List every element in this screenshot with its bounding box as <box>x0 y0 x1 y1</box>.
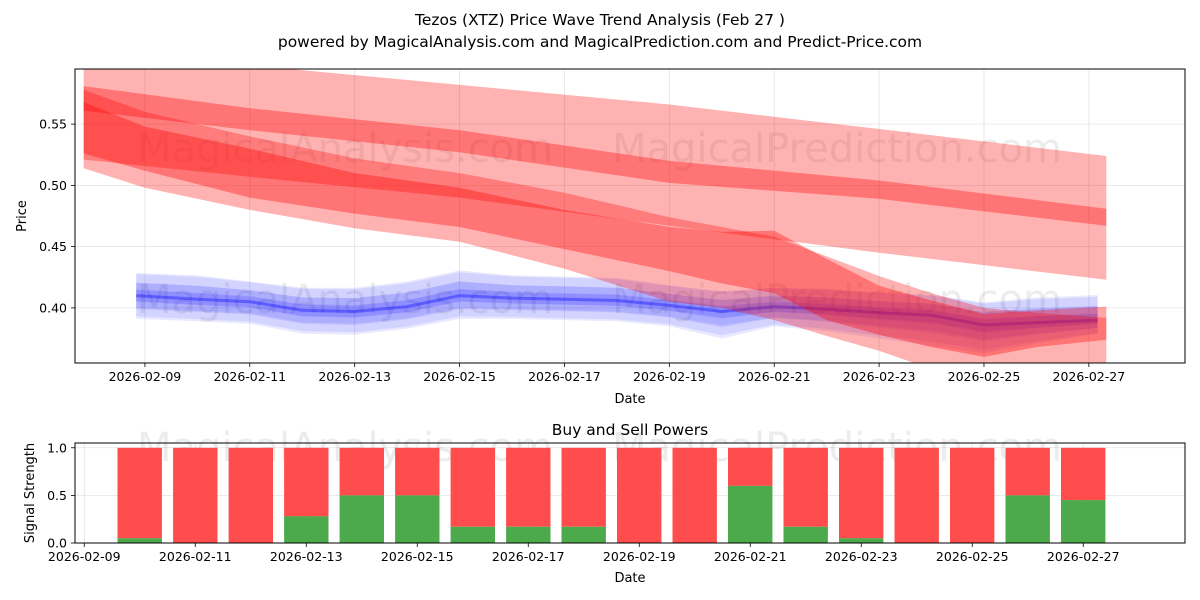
historical-band-layer <box>136 281 1098 340</box>
historical-band-layer <box>136 272 1098 350</box>
historical-band-layer <box>136 281 1098 342</box>
chart-title: Tezos (XTZ) Price Wave Trend Analysis (F… <box>414 11 785 29</box>
buy-power-bar <box>783 526 828 543</box>
price-x-tick-label: 2026-02-11 <box>213 369 286 384</box>
sell-power-bar <box>728 447 773 486</box>
buy-power-bar <box>450 526 495 543</box>
price-x-tick-label: 2026-02-13 <box>318 369 391 384</box>
sell-power-bar <box>228 447 273 543</box>
watermark: MagicalAnalysis.com <box>137 126 553 172</box>
signal-y-tick-label: 0.0 <box>47 536 67 551</box>
price-y-axis-label: Price <box>15 200 30 232</box>
price-axes-frame <box>74 68 1186 364</box>
historical-band-layer <box>136 289 1098 333</box>
sell-power-bar <box>339 447 384 496</box>
sell-power-bar <box>450 447 495 527</box>
trend-outer-band <box>83 69 1107 280</box>
sell-power-bar <box>395 447 440 496</box>
signal-x-ticks: 2026-02-09 2026-02-11 2026-02-13 2026-02-15… <box>48 543 1120 564</box>
buy-power-bar <box>1061 500 1106 543</box>
upper-trend-band <box>83 69 1107 280</box>
historical-band-layer <box>136 270 1098 354</box>
price-y-ticks: 0.40 0.45 0.50 0.55 <box>39 117 75 315</box>
sell-power-bar <box>894 447 939 543</box>
historical-price-band <box>136 270 1098 354</box>
chart-subtitle: powered by MagicalAnalysis.com and Magic… <box>278 33 922 51</box>
signal-x-tick-label: 2026-02-13 <box>270 549 343 564</box>
signal-y-axis-label: Signal Strength <box>23 443 38 543</box>
trend-inner-band <box>83 102 1107 357</box>
lower-trend-band <box>83 89 1107 363</box>
buy-power-bar <box>839 538 884 543</box>
watermark: MagicalPrediction.com <box>612 277 1062 323</box>
watermark: MagicalAnalysis.com <box>137 277 553 323</box>
signal-y-ticks: 0.0 0.5 1.0 <box>47 440 75 551</box>
sell-power-bar <box>1005 447 1050 496</box>
buy-power-bar <box>339 495 384 543</box>
price-x-tick-label: 2026-02-09 <box>109 369 182 384</box>
signal-x-tick-label: 2026-02-11 <box>159 549 232 564</box>
signal-x-tick-label: 2026-02-19 <box>603 549 676 564</box>
signal-y-tick-label: 0.5 <box>47 488 67 503</box>
price-grid <box>75 69 1185 363</box>
buy-power-bar <box>117 538 162 543</box>
sell-power-bar <box>117 447 162 539</box>
price-x-axis-label: Date <box>614 392 645 407</box>
signal-panel: Buy and Sell Powers MagicalAnalysis.com … <box>23 421 1186 586</box>
signal-x-tick-label: 2026-02-21 <box>714 549 787 564</box>
price-x-tick-label: 2026-02-15 <box>423 369 496 384</box>
price-x-tick-label: 2026-02-27 <box>1053 369 1126 384</box>
signal-y-tick-label: 1.0 <box>47 440 67 455</box>
sell-power-bar <box>839 447 884 539</box>
price-x-tick-label: 2026-02-23 <box>843 369 916 384</box>
watermark: MagicalPrediction.com <box>612 126 1062 172</box>
price-plot-area <box>83 69 1107 363</box>
trend-outer-band <box>83 89 1107 363</box>
signal-x-tick-label: 2026-02-23 <box>825 549 898 564</box>
historical-band-layer <box>136 288 1098 332</box>
price-y-tick-label: 0.40 <box>39 300 67 315</box>
sell-power-bar <box>1061 447 1106 501</box>
historical-center-line <box>136 294 1098 327</box>
price-x-ticks: 2026-02-09 2026-02-11 2026-02-13 2026-02-15… <box>109 363 1126 384</box>
price-x-tick-label: 2026-02-21 <box>738 369 811 384</box>
buy-power-bar <box>284 516 329 543</box>
signal-axes-frame <box>74 442 1186 544</box>
signal-x-tick-label: 2026-02-15 <box>381 549 454 564</box>
price-y-tick-label: 0.55 <box>39 117 67 132</box>
price-y-tick-label: 0.45 <box>39 239 67 254</box>
buy-power-bar <box>561 526 606 543</box>
sell-power-bar <box>284 447 329 517</box>
signal-plot-area <box>117 447 1106 543</box>
sell-power-bar <box>561 447 606 527</box>
sell-power-bar <box>173 447 218 543</box>
signal-chart-title: Buy and Sell Powers <box>552 421 709 439</box>
buy-power-bar <box>1005 495 1050 543</box>
buy-power-bar <box>728 485 773 543</box>
buy-power-bar <box>506 526 551 543</box>
sell-power-bar <box>672 447 717 543</box>
price-x-tick-label: 2026-02-17 <box>528 369 601 384</box>
signal-x-tick-label: 2026-02-27 <box>1047 549 1120 564</box>
price-panel: MagicalAnalysis.com MagicalPrediction.co… <box>15 68 1186 407</box>
price-y-tick-label: 0.50 <box>39 178 67 193</box>
sell-power-bar <box>783 447 828 527</box>
signal-x-tick-label: 2026-02-17 <box>492 549 565 564</box>
trend-inner-band <box>83 86 1107 226</box>
signal-x-tick-label: 2026-02-25 <box>936 549 1009 564</box>
buy-power-bar <box>395 495 440 543</box>
price-watermarks: MagicalAnalysis.com MagicalPrediction.co… <box>137 126 1062 323</box>
signal-x-axis-label: Date <box>614 571 645 586</box>
sell-power-bar <box>617 447 662 543</box>
price-x-tick-label: 2026-02-25 <box>948 369 1021 384</box>
sell-power-bar <box>950 447 995 543</box>
sell-power-bar <box>506 447 551 527</box>
signal-x-tick-label: 2026-02-09 <box>48 549 121 564</box>
price-x-tick-label: 2026-02-19 <box>633 369 706 384</box>
